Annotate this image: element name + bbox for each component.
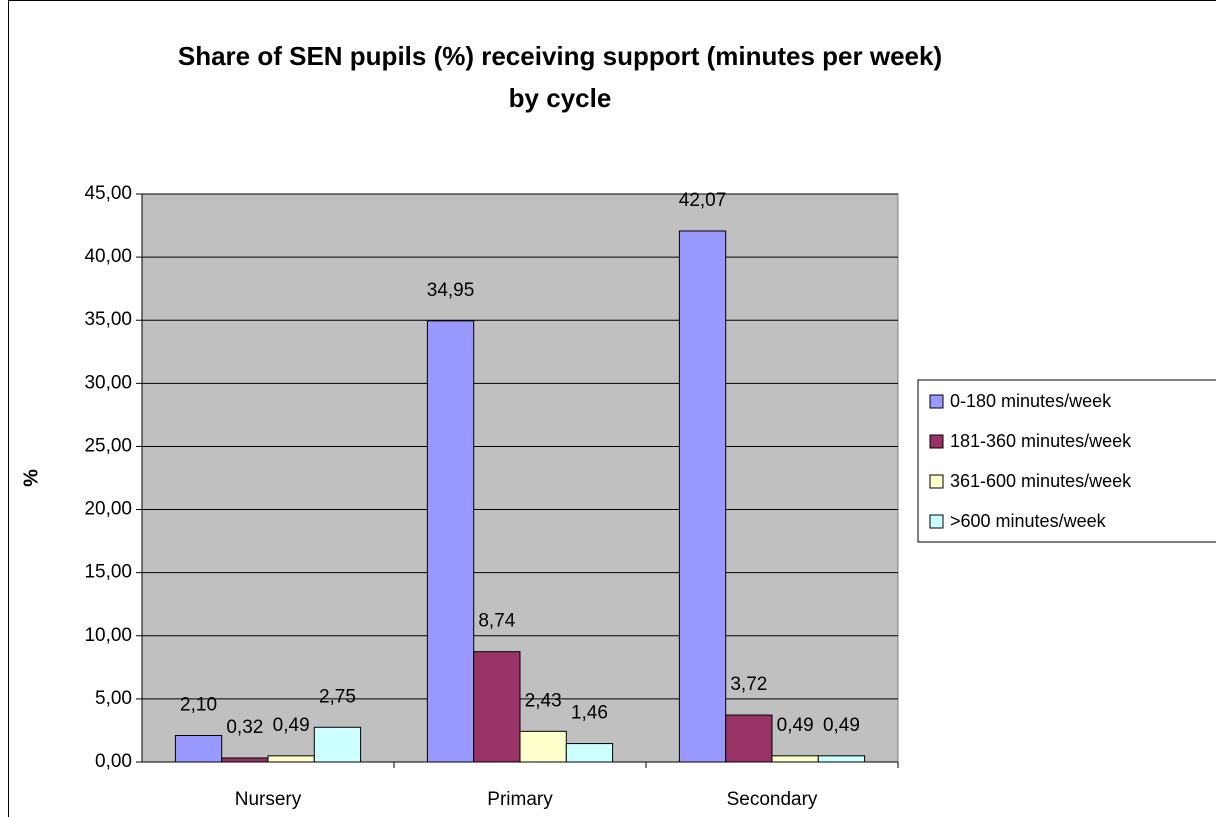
bar [221,757,269,763]
y-tick-label: 0,00 [95,751,132,772]
data-label: 2,43 [525,690,562,711]
legend-swatch [929,474,944,489]
data-label: 2,10 [180,695,217,716]
chart-title: by cycle [509,83,612,113]
x-tick-label: Nursery [235,789,302,810]
bar [426,320,475,763]
data-label: 1,46 [571,703,608,724]
y-tick-label: 45,00 [84,183,132,204]
legend [917,379,1216,543]
data-label: 0,49 [777,715,814,736]
data-label: 8,74 [478,611,515,632]
data-label: 0,32 [226,717,263,738]
data-label: 34,95 [427,280,475,301]
y-tick-label: 35,00 [84,309,132,330]
y-tick-label: 15,00 [84,562,132,583]
bar [565,743,614,763]
data-label: 42,07 [679,190,727,211]
data-label: 0,49 [273,715,310,736]
bar [771,755,819,763]
legend-swatch [929,394,944,409]
bar [519,730,567,763]
x-tick-label: Secondary [727,789,818,810]
y-tick-label: 30,00 [84,372,132,393]
bar [473,651,521,763]
data-label: 0,49 [823,715,860,736]
data-label: 2,75 [319,686,356,707]
y-tick-label: 40,00 [84,246,132,267]
legend-swatch [929,514,944,529]
legend-label: 0-180 minutes/week [950,391,1112,411]
legend-label: 361-600 minutes/week [950,471,1132,491]
bar [267,755,315,763]
bar [678,230,727,763]
legend-label: >600 minutes/week [950,511,1107,531]
bar [174,734,223,763]
legend-swatch [929,434,944,449]
data-label: 3,72 [730,674,767,695]
bar [725,714,773,763]
chart-title: Share of SEN pupils (%) receiving suppor… [178,41,942,71]
y-tick-label: 20,00 [84,499,132,520]
y-axis-label: % [20,469,42,487]
x-tick-label: Primary [487,789,553,810]
legend-label: 181-360 minutes/week [950,431,1132,451]
y-tick-label: 5,00 [95,688,132,709]
bar [313,726,362,763]
bar [817,755,866,763]
y-tick-label: 25,00 [84,435,132,456]
y-tick-label: 10,00 [84,625,132,646]
